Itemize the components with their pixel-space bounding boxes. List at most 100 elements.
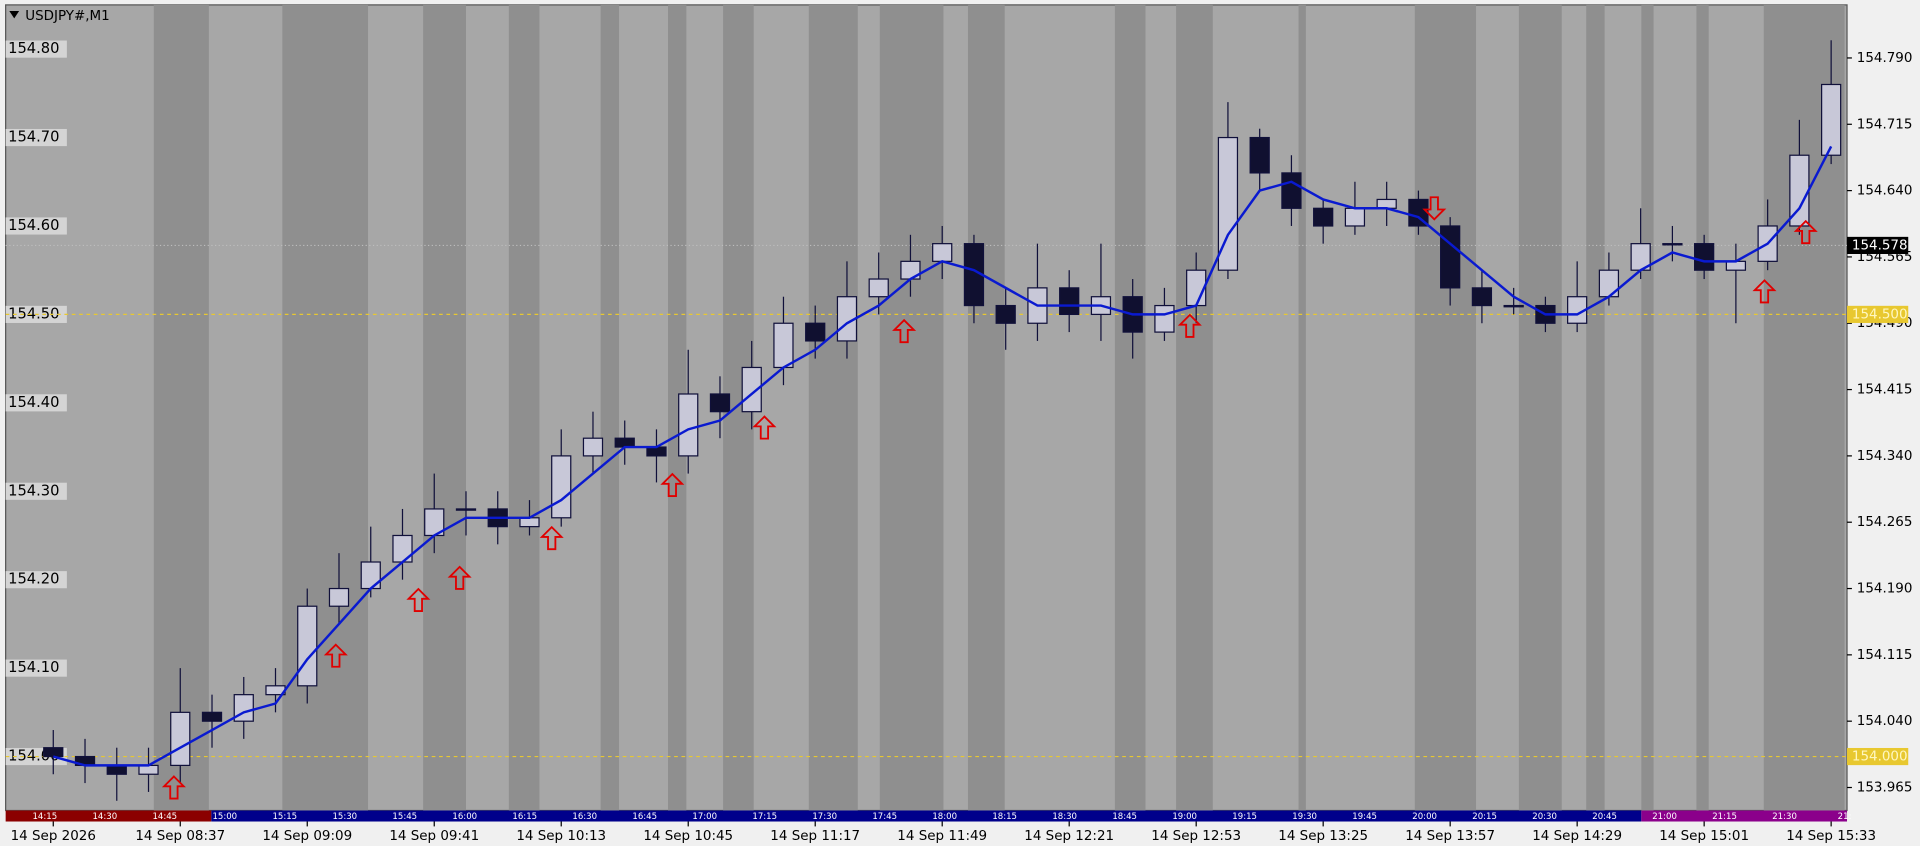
session-strip [1641, 810, 1848, 822]
bid-box [1847, 236, 1909, 254]
y-tick-label: 154.265 [1857, 515, 1913, 530]
session-label: 19:30 [1292, 812, 1317, 822]
session-label: 16:00 [452, 812, 477, 822]
session-label: 17:00 [692, 812, 717, 822]
buy-arrow [1177, 313, 1202, 338]
y-tick-label: 154.715 [1857, 117, 1913, 132]
x-tick-label: 14 Sep 14:29 [1532, 829, 1622, 844]
candle-body [1249, 136, 1270, 174]
session-label: 20:45 [1592, 812, 1617, 822]
y-left-tick-label: 154.30 [8, 482, 59, 499]
candle-body [455, 508, 477, 511]
session-label: 20:30 [1532, 812, 1557, 822]
session-label: 18:15 [992, 812, 1017, 822]
candle-body [868, 278, 889, 298]
candle-body [519, 517, 540, 528]
session-label: 14:30 [92, 812, 117, 822]
buy-arrow [323, 643, 348, 668]
candle-body [932, 243, 953, 262]
session-label: 15:45 [392, 812, 417, 822]
session-label: 15:00 [212, 812, 237, 822]
candle-body [43, 747, 64, 758]
session-strip [5, 810, 212, 822]
y-left-tick-label: 154.20 [8, 571, 59, 588]
candle-body [1821, 83, 1842, 156]
candle-body [170, 711, 191, 767]
y-tick-label: 154.790 [1857, 51, 1913, 66]
x-tick-label: 14 Sep 09:41 [389, 829, 479, 844]
session-label: 17:30 [812, 812, 837, 822]
menu-triangle[interactable] [9, 11, 20, 19]
buy-arrow [447, 565, 472, 590]
bid-label: 154.578 [1852, 238, 1908, 253]
session-label: 18:30 [1052, 812, 1077, 822]
level-label-bg [5, 217, 67, 235]
session-label: 20:15 [1472, 812, 1497, 822]
candle-body [1503, 304, 1524, 308]
buy-arrow [539, 525, 564, 551]
buy-arrow [1793, 219, 1818, 245]
level-label-bg [5, 128, 67, 147]
candle-body [1281, 172, 1302, 209]
level-label-bg [5, 394, 67, 412]
x-tick-label: 14 Sep 13:57 [1405, 829, 1495, 844]
chart-title: USDJPY#,M1 [25, 9, 109, 24]
session-label: 21:00 [1652, 812, 1677, 822]
level-box [1847, 747, 1909, 766]
candle-body [646, 446, 667, 457]
x-tick-label: 14 Sep 13:25 [1278, 829, 1368, 844]
x-tick-label: 14 Sep 12:53 [1151, 829, 1241, 844]
session-label: 21:15 [1712, 812, 1737, 822]
x-tick-label: 14 Sep 10:45 [643, 829, 733, 844]
candle-body [1344, 207, 1366, 227]
x-tick-label: 14 Sep 11:49 [897, 829, 987, 844]
x-tick-label: 14 Sep 15:33 [1786, 829, 1876, 844]
y-left-tick-label: 154.50 [8, 305, 59, 322]
session-strip [211, 810, 1642, 822]
buy-arrow [1752, 279, 1777, 304]
y-tick-label: 153.965 [1857, 781, 1913, 796]
candle-body [614, 437, 635, 448]
y-left-tick-label: 154.10 [8, 659, 59, 676]
y-left-tick-label: 154.80 [8, 40, 59, 57]
session-label: 19:00 [1172, 812, 1197, 822]
candle-body [1154, 304, 1175, 333]
session-stripes [153, 4, 1845, 811]
buy-arrow [161, 775, 186, 800]
session-label: 18:45 [1112, 812, 1137, 822]
candle-body [1376, 198, 1397, 209]
x-tick-label: 14 Sep 12:21 [1024, 829, 1114, 844]
candle-body [709, 393, 731, 413]
session-label: 17:15 [752, 812, 777, 822]
level-label: 154.000 [1852, 750, 1908, 765]
candle-body [582, 437, 604, 457]
candle-body [1217, 136, 1239, 271]
candle-body [741, 366, 762, 413]
candle-body [1471, 287, 1493, 307]
y-tick-label: 154.340 [1857, 449, 1913, 464]
candle-body [1662, 243, 1683, 246]
level-label-bg [5, 659, 67, 677]
buy-arrow [752, 415, 777, 440]
level-label: 154.500 [1852, 307, 1908, 322]
candle-body [1313, 207, 1334, 227]
candle-body [773, 322, 794, 369]
session-label: 14:45 [152, 812, 177, 822]
ma-line [52, 145, 1833, 767]
session-label: 19:15 [1232, 812, 1257, 822]
level-label-bg [5, 482, 67, 500]
level-box [1847, 305, 1909, 323]
y-tick-label: 154.040 [1857, 714, 1913, 729]
candle-body [328, 587, 350, 607]
x-tick-label: 14 Sep 15:01 [1659, 829, 1749, 844]
y-left-tick-label: 154.40 [8, 394, 59, 411]
y-tick-label: 154.640 [1857, 184, 1913, 199]
session-label: 21: [1838, 812, 1852, 822]
session-label: 21:30 [1772, 812, 1797, 822]
candle-body [138, 764, 159, 775]
buy-arrow [660, 472, 685, 498]
candle-body [551, 455, 572, 519]
session-label: 18:00 [932, 812, 957, 822]
level-label-bg [5, 40, 67, 58]
